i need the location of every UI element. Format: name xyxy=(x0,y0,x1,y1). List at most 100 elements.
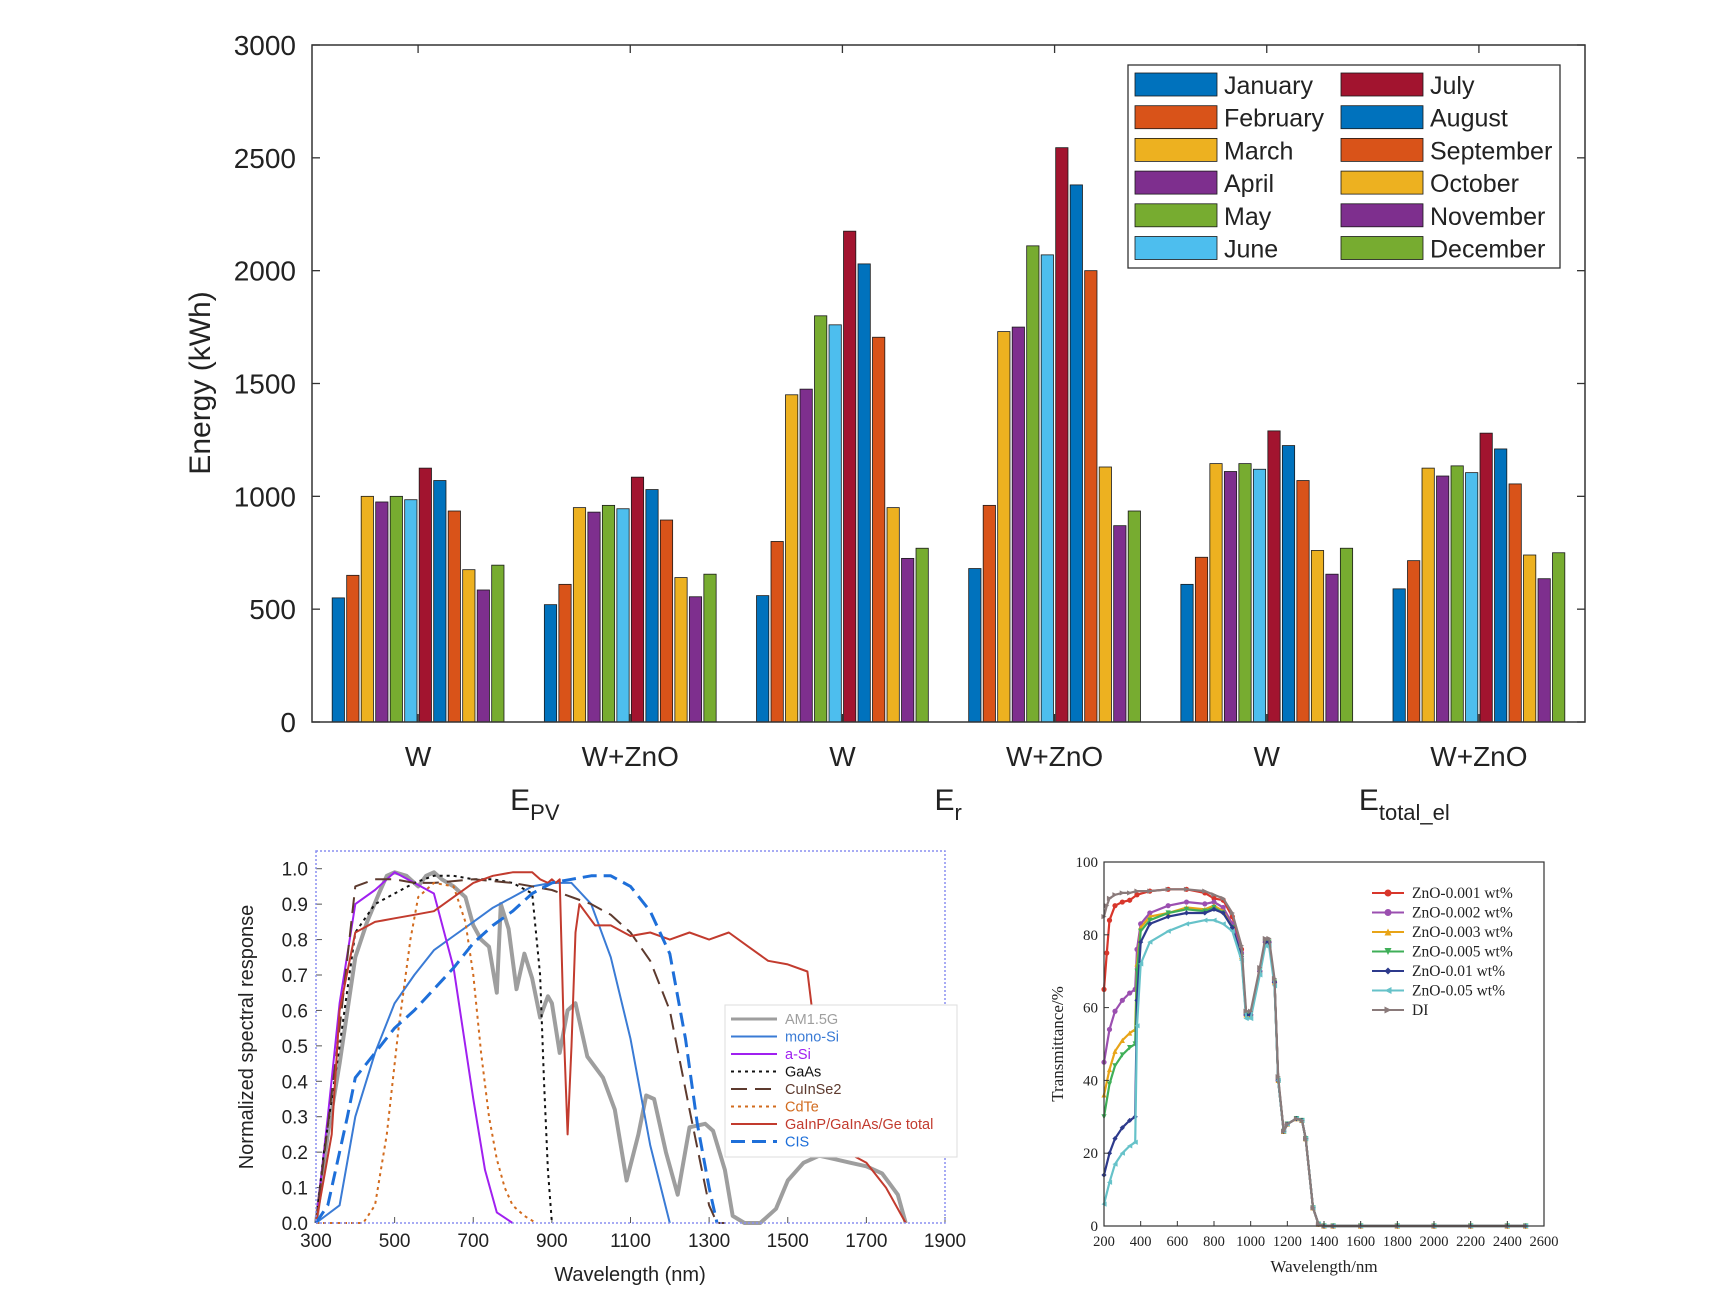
energy-y-axis-label: Energy (kWh) xyxy=(184,291,217,474)
transmittance-y-tick-label: 0 xyxy=(1091,1219,1099,1235)
transmittance-point xyxy=(1310,1205,1316,1211)
transmittance-y-tick-label: 40 xyxy=(1083,1073,1098,1089)
energy-legend-swatch xyxy=(1134,137,1218,162)
transmittance-point xyxy=(1112,1008,1118,1014)
transmittance-point xyxy=(1119,997,1125,1003)
energy-bar xyxy=(1069,184,1083,723)
transmittance-x-tick-label: 1800 xyxy=(1383,1234,1412,1250)
energy-y-tick-label: 2500 xyxy=(234,143,296,174)
spectral-y-tick-label: 1.0 xyxy=(282,860,308,881)
spectral-legend-label: CuInSe2 xyxy=(785,1082,841,1098)
transmittance-point xyxy=(1147,921,1153,927)
transmittance-point xyxy=(1127,897,1133,903)
transmittance-point xyxy=(1119,1037,1125,1043)
energy-bar xyxy=(843,230,857,723)
transmittance-x-ticks: 200 400 600 800 1000 1200 1400 1600 1800 2000 2200… xyxy=(1093,1221,1559,1250)
transmittance-point xyxy=(1211,895,1217,902)
energy-bar xyxy=(886,507,900,723)
transmittance-x-tick-label: 2200 xyxy=(1456,1234,1485,1250)
transmittance-y-ticks: 0 20 40 60 80 100 xyxy=(1076,855,1109,1235)
energy-y-tick-label: 2000 xyxy=(234,256,296,287)
energy-y-tick-label: 1500 xyxy=(234,369,296,400)
energy-bar xyxy=(785,394,799,723)
energy-bar xyxy=(1026,245,1040,723)
spectral-x-tick-label: 1700 xyxy=(845,1231,887,1252)
transmittance-point xyxy=(1266,935,1272,942)
transmittance-point xyxy=(1138,928,1144,934)
transmittance-point xyxy=(1183,886,1190,892)
energy-legend-swatch xyxy=(1340,72,1424,97)
energy-group-label: EPV xyxy=(510,784,560,825)
transmittance-legend-label: ZnO-0.001 wt% xyxy=(1412,885,1513,902)
transmittance-point xyxy=(1271,975,1278,982)
energy-y-tick-label: 0 xyxy=(280,707,296,738)
transmittance-point xyxy=(1243,1008,1249,1014)
transmittance-point xyxy=(1293,1116,1300,1122)
energy-bar xyxy=(688,596,703,723)
transmittance-x-tick-label: 200 xyxy=(1093,1234,1115,1250)
energy-bar xyxy=(1436,475,1450,723)
spectral-x-ticks: 300 500 700 900 1100 1300 1500 1700 1900 xyxy=(300,1231,966,1252)
energy-group-label: Etotal_el xyxy=(1359,784,1450,825)
transmittance-y-tick-label: 20 xyxy=(1083,1146,1098,1162)
transmittance-point xyxy=(1257,972,1263,978)
energy-bar xyxy=(814,315,828,723)
transmittance-point xyxy=(1202,910,1208,916)
energy-y-tick-label: 3000 xyxy=(234,30,296,61)
energy-legend-label: January xyxy=(1224,72,1313,100)
transmittance-point xyxy=(1106,1026,1113,1033)
energy-y-tick-label: 1000 xyxy=(234,481,296,512)
energy-legend-swatch xyxy=(1340,170,1424,195)
spectral-x-tick-label: 900 xyxy=(536,1231,568,1252)
energy-bar xyxy=(375,501,389,723)
spectral-x-tick-label: 1300 xyxy=(688,1231,730,1252)
transmittance-point xyxy=(1262,943,1268,949)
transmittance-point xyxy=(1262,935,1268,942)
energy-bar xyxy=(418,467,432,723)
transmittance-point xyxy=(1220,921,1226,927)
energy-legend-label: August xyxy=(1430,105,1508,133)
transmittance-point xyxy=(1119,1125,1125,1131)
energy-bar xyxy=(1267,430,1281,723)
energy-y-ticks: 0 500 1000 1500 2000 2500 3000 xyxy=(234,30,1585,738)
transmittance-point xyxy=(1303,1136,1309,1142)
transmittance-point xyxy=(1211,906,1217,912)
energy-bar xyxy=(433,480,447,723)
energy-bar xyxy=(1296,480,1310,723)
energy-bar xyxy=(630,476,645,723)
energy-legend-swatch xyxy=(1340,137,1424,162)
energy-group-label: Er xyxy=(935,784,962,825)
energy-bar xyxy=(1465,472,1479,723)
transmittance-x-tick-label: 1200 xyxy=(1273,1234,1302,1250)
spectral-lines xyxy=(314,870,908,1225)
transmittance-point xyxy=(1112,1161,1118,1167)
transmittance-point xyxy=(1165,928,1171,934)
spectral-legend-label: AM1.5G xyxy=(785,1012,838,1028)
spectral-legend-label: CdTe xyxy=(785,1100,819,1116)
energy-bar xyxy=(1281,445,1296,723)
energy-bar xyxy=(1084,270,1098,723)
energy-bar xyxy=(645,489,659,723)
transmittance-point xyxy=(1106,1081,1113,1087)
spectral-series-line xyxy=(314,874,719,1224)
energy-bar xyxy=(558,583,572,723)
energy-bar xyxy=(770,541,784,723)
transmittance-chart: 0 20 40 60 80 100 200 400 600 800 1000 1200 1400 160… xyxy=(1048,855,1559,1276)
energy-bar xyxy=(872,336,886,723)
spectral-legend-label: GaAs xyxy=(785,1065,821,1081)
energy-bar xyxy=(857,263,871,723)
energy-bar xyxy=(915,547,929,723)
energy-legend-swatch xyxy=(1340,203,1424,228)
transmittance-legend: ZnO-0.001 wt% ZnO-0.002 wt% ZnO-0.003 wt% Z… xyxy=(1372,885,1513,1019)
spectral-response-chart: 0.0 0.1 0.2 0.3 0.4 0.5 0.6 0.7 0.8 0.9 1.0 300 500… xyxy=(236,850,966,1286)
transmittance-point xyxy=(1127,1117,1133,1124)
transmittance-y-axis-label: Transmittance/% xyxy=(1048,986,1067,1102)
transmittance-point xyxy=(1248,1008,1254,1014)
energy-legend-label: July xyxy=(1430,72,1475,100)
transmittance-point xyxy=(1202,917,1208,923)
transmittance-point xyxy=(1119,1150,1125,1156)
transmittance-x-tick-label: 1400 xyxy=(1310,1234,1339,1250)
transmittance-point xyxy=(1243,1015,1249,1022)
energy-bar xyxy=(1523,554,1537,723)
